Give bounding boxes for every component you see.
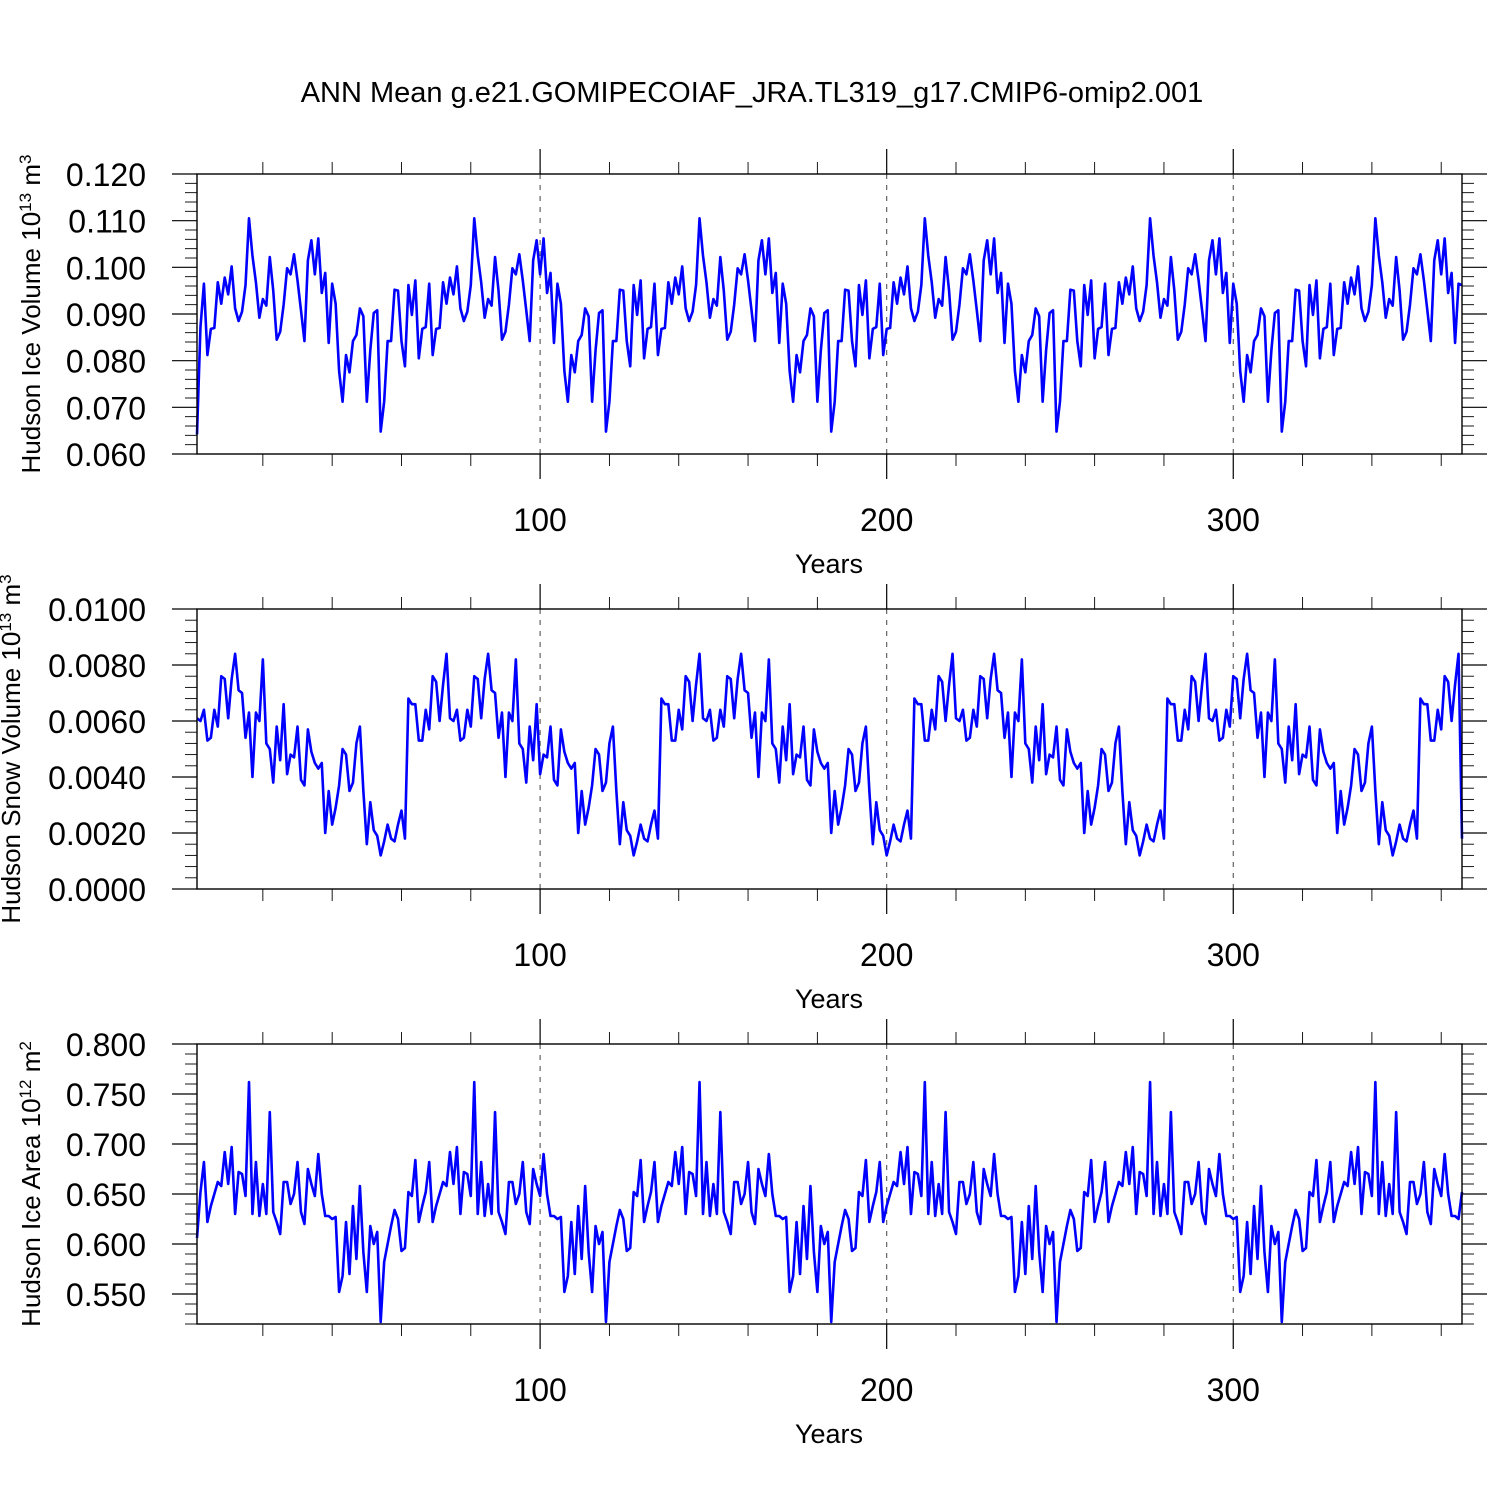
y-tick-label: 0.700	[66, 1127, 146, 1163]
y-tick-label: 0.600	[66, 1227, 146, 1263]
y-tick-label: 0.070	[66, 390, 146, 426]
x-tick-label: 300	[1207, 1372, 1260, 1408]
y-tick-label: 0.0100	[48, 592, 146, 628]
axis-ticks	[172, 1019, 1487, 1349]
y-tick-label: 0.0060	[48, 704, 146, 740]
x-tick-label: 100	[513, 502, 566, 538]
x-tick-label: 100	[513, 937, 566, 973]
y-tick-label: 0.650	[66, 1177, 146, 1213]
y-axis-label: Hudson Ice Volume 1013 m3	[16, 155, 47, 474]
x-tick-labels: 100 200 300	[513, 502, 1260, 538]
figure-title: ANN Mean g.e21.GOMIPECOIAF_JRA.TL319_g17…	[301, 77, 1204, 109]
y-tick-label: 0.060	[66, 437, 146, 473]
y-tick-label: 0.100	[66, 250, 146, 286]
y-tick-labels: 0.550 0.600 0.650 0.700 0.750 0.800	[66, 1027, 146, 1313]
y-tick-label: 0.080	[66, 344, 146, 380]
ice-area-series-line	[195, 1080, 1464, 1324]
y-tick-label: 0.550	[66, 1277, 146, 1313]
x-axis-label: Years	[795, 549, 863, 579]
y-tick-label: 0.120	[66, 157, 146, 193]
y-tick-label: 0.0000	[48, 872, 146, 908]
x-tick-label: 200	[860, 1372, 913, 1408]
y-tick-label: 0.110	[68, 204, 146, 240]
y-tick-label: 0.750	[66, 1077, 146, 1113]
x-axis-label: Years	[795, 984, 863, 1014]
y-tick-label: 0.800	[66, 1027, 146, 1063]
vertical-grid	[539, 174, 1234, 454]
panel-ice-area: 0.550 0.600 0.650 0.700 0.750 0.800 100 200 300…	[16, 1019, 1487, 1449]
x-tick-label: 200	[860, 937, 913, 973]
ice-volume-series-line	[195, 217, 1463, 435]
x-axis-label: Years	[795, 1419, 863, 1449]
y-tick-label: 0.0080	[48, 648, 146, 684]
axis-ticks	[172, 584, 1487, 914]
y-tick-label: 0.0040	[48, 760, 146, 796]
x-tick-labels: 100 200 300	[513, 937, 1260, 973]
plot-frame	[196, 608, 1463, 890]
y-tick-labels: 0.0000 0.0020 0.0040 0.0060 0.0080 0.0100	[48, 592, 146, 908]
panel-snow-volume: 0.0000 0.0020 0.0040 0.0060 0.0080 0.0100 100…	[0, 574, 1487, 1014]
y-tick-label: 0.0020	[48, 816, 146, 852]
y-tick-labels: 0.060 0.070 0.080 0.090 0.100 0.110 0.120	[66, 157, 146, 473]
y-axis-label: Hudson Snow Volume 1013 m3	[0, 574, 26, 923]
vertical-grid	[539, 609, 1234, 889]
x-tick-labels: 100 200 300	[513, 1372, 1260, 1408]
x-tick-label: 100	[513, 1372, 566, 1408]
y-axis-label: Hudson Ice Area 1012 m2	[16, 1041, 47, 1327]
snow-volume-series-line	[196, 652, 1464, 857]
vertical-grid	[539, 1044, 1234, 1324]
y-tick-label: 0.090	[66, 297, 146, 333]
x-tick-label: 300	[1207, 502, 1260, 538]
x-tick-label: 300	[1207, 937, 1260, 973]
axis-ticks	[172, 149, 1487, 479]
panel-ice-volume: 0.060 0.070 0.080 0.090 0.100 0.110 0.120 100 2…	[16, 149, 1487, 579]
x-tick-label: 200	[860, 502, 913, 538]
